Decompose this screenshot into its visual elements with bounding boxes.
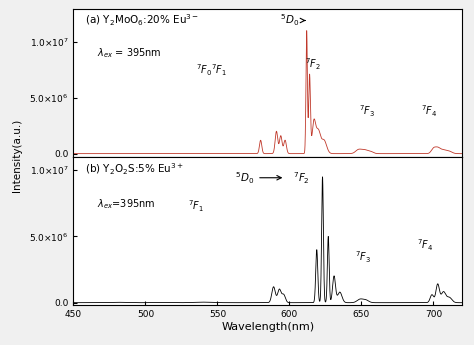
Text: $^7F_3$: $^7F_3$	[359, 104, 375, 119]
Text: $^7F_3$: $^7F_3$	[355, 249, 371, 265]
Text: (a) Y$_2$MoO$_6$:20% Eu$^{3-}$: (a) Y$_2$MoO$_6$:20% Eu$^{3-}$	[85, 13, 199, 29]
Text: Intensity(a.u.): Intensity(a.u.)	[12, 119, 22, 192]
Text: $^5D_0$: $^5D_0$	[280, 13, 305, 28]
Text: (b) Y$_2$O$_2$S:5% Eu$^{3+}$: (b) Y$_2$O$_2$S:5% Eu$^{3+}$	[85, 161, 184, 177]
Text: $^7F_4$: $^7F_4$	[421, 104, 438, 119]
Text: $^7F_2$: $^7F_2$	[293, 170, 310, 186]
Text: $^7F_1$: $^7F_1$	[188, 199, 204, 214]
Text: $^7F_4$: $^7F_4$	[417, 237, 433, 253]
X-axis label: Wavelength(nm): Wavelength(nm)	[221, 322, 314, 332]
Text: $\lambda_{ex}$ = 395nm: $\lambda_{ex}$ = 395nm	[97, 46, 161, 59]
Text: $^5D_0$: $^5D_0$	[235, 170, 281, 186]
Text: $^7F_2$: $^7F_2$	[305, 56, 320, 72]
Text: $\lambda_{ex}$=395nm: $\lambda_{ex}$=395nm	[97, 197, 155, 211]
Text: $^7F_1$: $^7F_1$	[211, 62, 227, 78]
Text: $^7F_0$: $^7F_0$	[196, 62, 212, 78]
